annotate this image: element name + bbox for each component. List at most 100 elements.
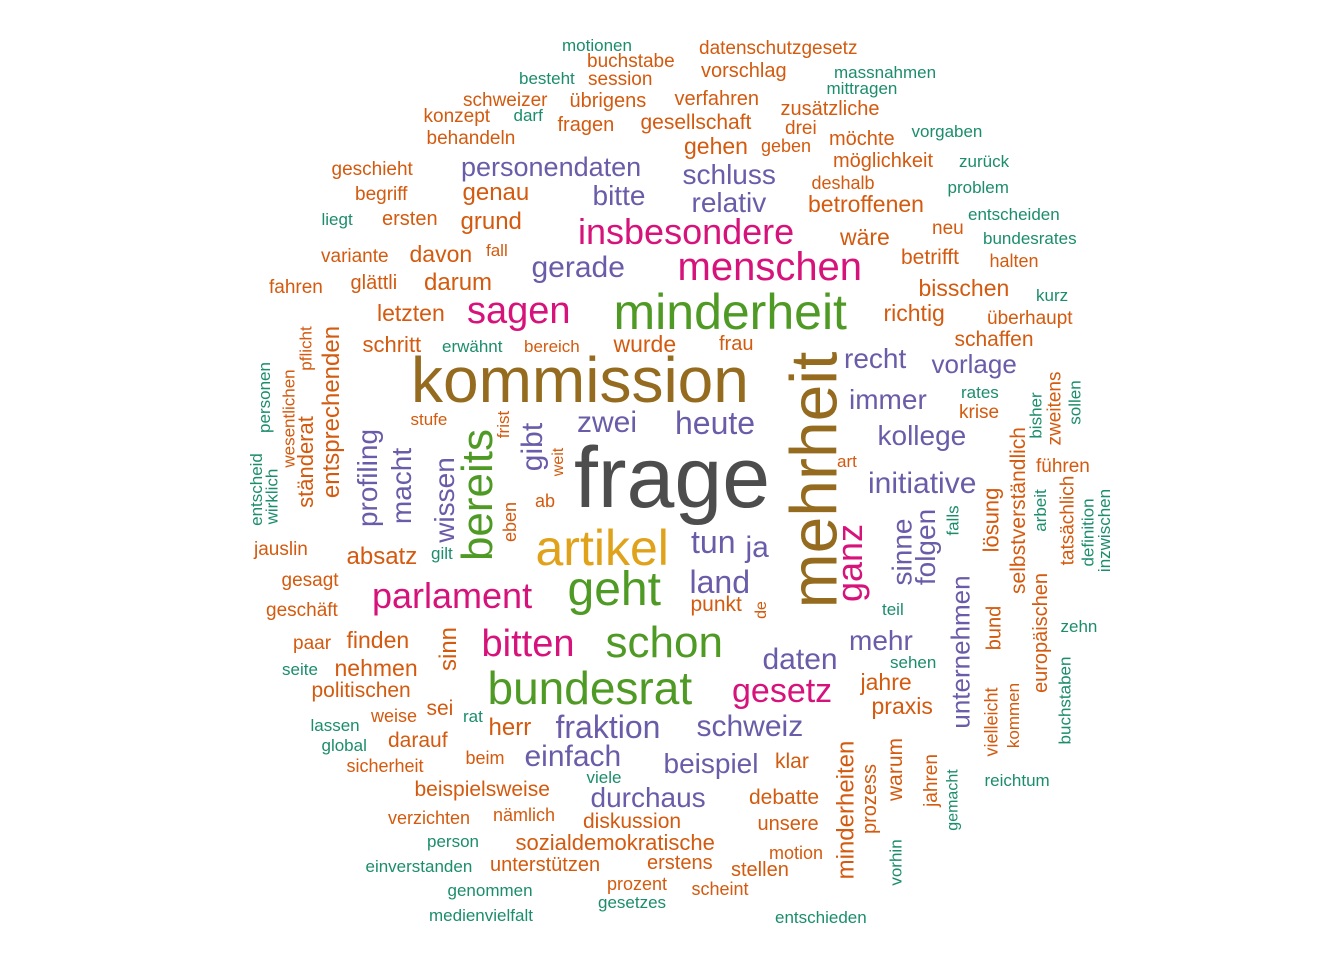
word-personen: personen (254, 361, 274, 433)
word-problem: problem (947, 177, 1009, 197)
word-richtig: richtig (883, 299, 945, 326)
word-begriff: begriff (355, 183, 408, 205)
word-betroffenen: betroffenen (808, 190, 924, 217)
word-recht: recht (844, 343, 907, 374)
word-erstens: erstens (647, 852, 713, 874)
word-gehen: gehen (684, 132, 748, 159)
word-arbeit: arbeit (1030, 488, 1050, 532)
word-verfahren: verfahren (674, 88, 760, 110)
word-buchstaben: buchstaben (1055, 656, 1075, 744)
word-kollege: kollege (877, 420, 967, 451)
word-relativ: relativ (691, 187, 767, 218)
word-betrifft: betrifft (901, 245, 959, 269)
word-finden: finden (346, 626, 410, 653)
word-praxis: praxis (871, 692, 933, 719)
word-geht: geht (567, 563, 661, 616)
word-jahre: jahre (860, 668, 912, 695)
word-möglichkeit: möglichkeit (833, 150, 934, 172)
word-de: de (752, 601, 770, 619)
word-entsprechenden: entsprechenden (318, 325, 346, 499)
word-artikel: artikel (535, 520, 669, 576)
word-sei: sei (426, 696, 454, 720)
word-bisschen: bisschen (918, 274, 1010, 301)
word-gibt: gibt (516, 422, 550, 472)
word-krise: krise (959, 401, 1000, 423)
word-schaffen: schaffen (954, 327, 1034, 351)
word-nehmen: nehmen (334, 654, 418, 681)
word-kommen: kommen (1003, 682, 1023, 748)
word-vorhin: vorhin (886, 838, 906, 886)
word-lassen: lassen (310, 715, 360, 735)
word-einfach: einfach (524, 740, 622, 773)
word-unterstützen: unterstützen (490, 854, 601, 876)
word-mittragen: mittragen (826, 78, 898, 98)
word-fragen: fragen (557, 114, 615, 136)
word-frist: frist (493, 410, 513, 438)
word-besteht: besteht (519, 68, 575, 88)
word-prozess: prozess (859, 763, 882, 835)
word-immer: immer (849, 384, 927, 415)
word-teil: teil (882, 599, 904, 619)
word-session: session (588, 68, 653, 90)
word-sagen: sagen (467, 290, 571, 332)
word-weise: weise (371, 706, 418, 726)
word-sehen: sehen (890, 652, 937, 672)
word-massnahmen: massnahmen (834, 62, 937, 82)
word-beispielsweise: beispielsweise (414, 777, 550, 801)
word-zurück: zurück (959, 151, 1010, 171)
word-jauslin: jauslin (254, 538, 308, 560)
word-darf: darf (513, 105, 543, 125)
word-schon: schon (605, 618, 723, 667)
word-ganz: ganz (829, 523, 871, 603)
word-parlament: parlament (372, 575, 533, 616)
word-sinn: sinn (435, 626, 463, 672)
word-definition: definition (1078, 497, 1098, 567)
word-schritt: schritt (362, 332, 422, 357)
word-menschen: menschen (677, 245, 863, 289)
word-möchte: möchte (829, 128, 895, 150)
word-kommission: kommission (411, 344, 749, 416)
word-fall: fall (486, 240, 508, 260)
word-unsere: unsere (757, 813, 819, 835)
word-land: land (689, 564, 751, 600)
word-beispiel: beispiel (663, 748, 759, 779)
word-genau: genau (462, 179, 530, 206)
word-motion: motion (769, 843, 824, 863)
word-sozialdemokratische: sozialdemokratische (515, 830, 715, 855)
word-europäischen: europäischen (1030, 572, 1053, 694)
word-macht: macht (386, 447, 418, 525)
word-schluss: schluss (682, 159, 776, 190)
word-bund: bund (982, 605, 1005, 651)
word-übrigens: übrigens (569, 90, 647, 112)
word-tun: tun (691, 524, 736, 560)
word-durchaus: durchaus (590, 782, 706, 813)
word-erwähnt: erwähnt (442, 336, 503, 356)
word-initiative: initiative (868, 467, 977, 500)
word-scheint: scheint (691, 879, 749, 899)
word-davon: davon (409, 240, 473, 267)
word-schweiz: schweiz (696, 710, 804, 743)
word-geschäft: geschäft (266, 599, 338, 621)
word-bundesrat: bundesrat (487, 662, 693, 714)
word-medienvielfalt: medienvielfalt (429, 905, 533, 925)
word-herr: herr (488, 714, 532, 741)
word-vorschlag: vorschlag (701, 60, 787, 82)
word-einverstanden: einverstanden (365, 856, 473, 876)
word-konzept: konzept (423, 105, 491, 127)
word-darum: darum (424, 269, 493, 296)
word-vorlage: vorlage (931, 349, 1017, 379)
word-ab: ab (535, 491, 556, 511)
word-kurz: kurz (1036, 285, 1069, 305)
word-seite: seite (282, 659, 318, 679)
word-wäre: wäre (840, 223, 890, 250)
word-daten: daten (762, 643, 838, 676)
word-geben: geben (761, 136, 812, 156)
word-fahren: fahren (269, 276, 323, 298)
word-warum: warum (883, 737, 907, 801)
word-gesellschaft: gesellschaft (640, 110, 752, 134)
word-inzwischen: inzwischen (1094, 488, 1114, 572)
word-rates: rates (961, 382, 999, 402)
word-stufe: stufe (410, 409, 448, 429)
word-wurde: wurde (613, 330, 677, 357)
